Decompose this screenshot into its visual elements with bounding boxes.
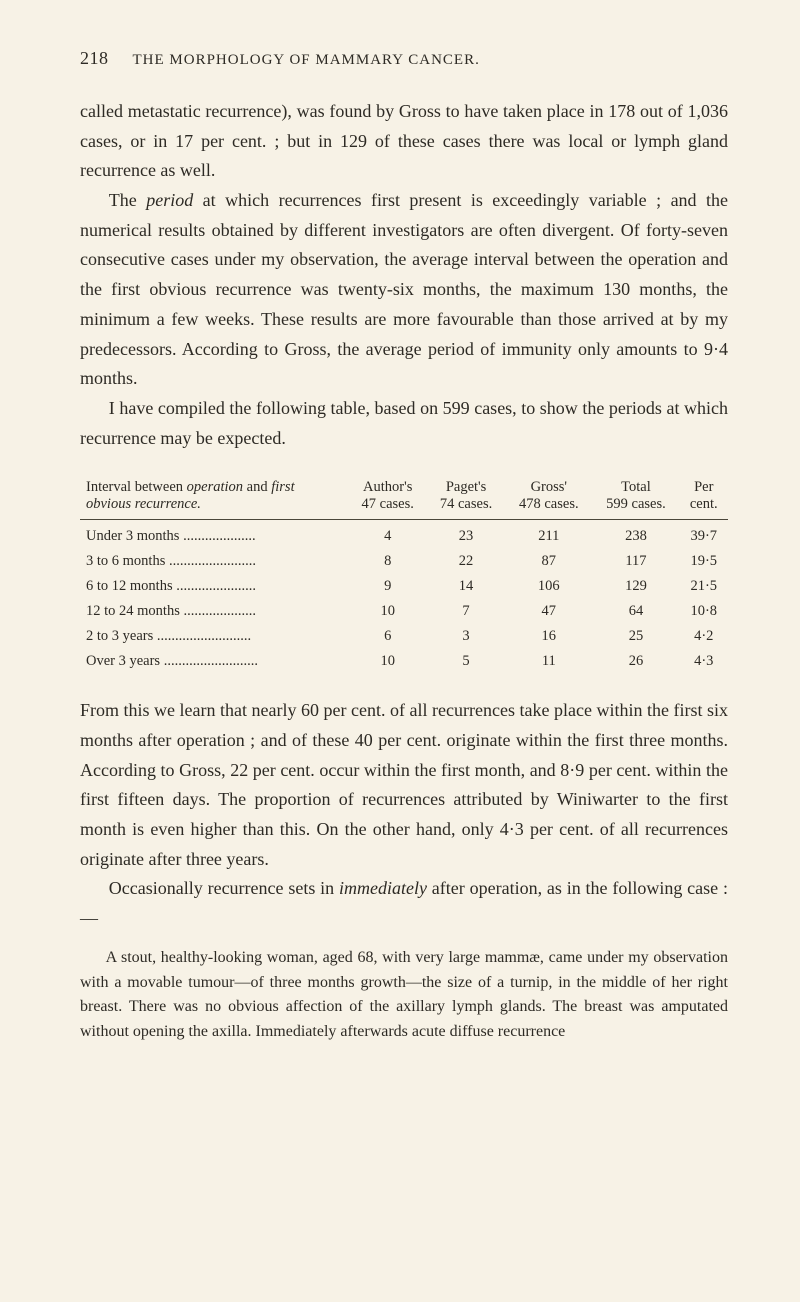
col-header-gross-l2: 478 cases. [519, 496, 579, 512]
table-body: Under 3 months .................... 4 23… [80, 520, 728, 675]
cell: 3 [427, 624, 505, 649]
row-label: 12 to 24 months .................... [80, 599, 349, 624]
leader-dots: .................... [183, 603, 256, 619]
leader-dots: .................... [183, 528, 256, 544]
cell: 64 [592, 599, 679, 624]
paragraph-5-em: immediately [339, 878, 427, 898]
col-header-pagets: Paget's 74 cases. [427, 475, 505, 520]
cell: 4·2 [680, 624, 728, 649]
cell: 10 [349, 649, 427, 674]
table-row: 3 to 6 months ........................ 8… [80, 549, 728, 574]
cell: 11 [505, 649, 592, 674]
table-row: 2 to 3 years .......................... … [80, 624, 728, 649]
col-header-total: Total 599 cases. [592, 475, 679, 520]
leader-dots: .......................... [164, 653, 258, 669]
col-header-pagets-l2: 74 cases. [440, 496, 492, 512]
cell: 106 [505, 574, 592, 599]
cell: 25 [592, 624, 679, 649]
cell: 211 [505, 520, 592, 550]
running-head: 218 THE MORPHOLOGY OF MAMMARY CANCER. [80, 48, 728, 69]
cell: 238 [592, 520, 679, 550]
case-note-text: A stout, healthy-looking woman, aged 68,… [80, 949, 728, 1040]
table-row: 6 to 12 months ...................... 9 … [80, 574, 728, 599]
cell: 22 [427, 549, 505, 574]
table: Interval between operation and first obv… [80, 475, 728, 674]
col-header-percent: Per cent. [680, 475, 728, 520]
cell: 117 [592, 549, 679, 574]
table-row: 12 to 24 months .................... 10 … [80, 599, 728, 624]
paragraph-2: The period at which recurrences first pr… [80, 186, 728, 394]
case-note: A stout, healthy-looking woman, aged 68,… [80, 946, 728, 1045]
leader-dots: ........................ [169, 553, 256, 569]
col-header-authors: Author's 47 cases. [349, 475, 427, 520]
row-label-text: 6 to 12 months [86, 578, 173, 594]
paragraph-2-lead: The [109, 190, 146, 210]
cell: 19·5 [680, 549, 728, 574]
cell: 8 [349, 549, 427, 574]
cell: 87 [505, 549, 592, 574]
cell: 47 [505, 599, 592, 624]
col-header-interval: Interval between operation and first obv… [80, 475, 349, 520]
leader-dots: ...................... [176, 578, 256, 594]
col-header-pagets-l1: Paget's [446, 479, 486, 495]
col-header-interval-em1: operation [187, 479, 243, 495]
col-header-interval-mid: and [243, 479, 271, 495]
table-row: Under 3 months .................... 4 23… [80, 520, 728, 550]
col-header-percent-l2: cent. [690, 496, 718, 512]
cell: 9 [349, 574, 427, 599]
leader-dots: .......................... [157, 628, 251, 644]
page-number: 218 [80, 48, 109, 69]
cell: 39·7 [680, 520, 728, 550]
row-label: 3 to 6 months ........................ [80, 549, 349, 574]
recurrence-table: Interval between operation and first obv… [80, 475, 728, 674]
paragraph-4: From this we learn that nearly 60 per ce… [80, 696, 728, 874]
paragraph-3: I have compiled the following table, bas… [80, 394, 728, 453]
row-label-text: 2 to 3 years [86, 628, 153, 644]
col-header-authors-l2: 47 cases. [362, 496, 414, 512]
cell: 26 [592, 649, 679, 674]
row-label: Over 3 years .......................... [80, 649, 349, 674]
row-label: Under 3 months .................... [80, 520, 349, 550]
cell: 21·5 [680, 574, 728, 599]
cell: 23 [427, 520, 505, 550]
cell: 129 [592, 574, 679, 599]
cell: 7 [427, 599, 505, 624]
col-header-interval-l2: obvious recurrence. [86, 496, 201, 512]
paragraph-4-text: From this we learn that nearly 60 per ce… [80, 700, 728, 868]
paragraph-5: Occasionally recurrence sets in immediat… [80, 874, 728, 933]
col-header-gross-l1: Gross' [531, 479, 567, 495]
col-header-authors-l1: Author's [363, 479, 412, 495]
cell: 5 [427, 649, 505, 674]
page: 218 THE MORPHOLOGY OF MAMMARY CANCER. ca… [0, 0, 800, 1302]
row-label-text: Under 3 months [86, 528, 179, 544]
paragraph-2-em: period [146, 190, 193, 210]
cell: 6 [349, 624, 427, 649]
col-header-interval-em2: first [271, 479, 294, 495]
cell: 10 [349, 599, 427, 624]
table-row: Over 3 years .......................... … [80, 649, 728, 674]
running-title: THE MORPHOLOGY OF MAMMARY CANCER. [133, 52, 480, 69]
table-header-row: Interval between operation and first obv… [80, 475, 728, 520]
row-label-text: Over 3 years [86, 653, 160, 669]
row-label-text: 3 to 6 months [86, 553, 165, 569]
row-label-text: 12 to 24 months [86, 603, 180, 619]
cell: 16 [505, 624, 592, 649]
row-label: 2 to 3 years .......................... [80, 624, 349, 649]
paragraph-1: called metastatic recurrence), was found… [80, 97, 728, 186]
cell: 14 [427, 574, 505, 599]
col-header-percent-l1: Per [694, 479, 713, 495]
col-header-total-l1: Total [621, 479, 651, 495]
paragraph-3-text: I have compiled the following table, bas… [80, 398, 728, 448]
cell: 10·8 [680, 599, 728, 624]
col-header-total-l2: 599 cases. [606, 496, 666, 512]
row-label: 6 to 12 months ...................... [80, 574, 349, 599]
paragraph-2-rest: at which recurrences first present is ex… [80, 190, 728, 388]
paragraph-1-text: called metastatic recurrence), was found… [80, 101, 728, 180]
col-header-gross: Gross' 478 cases. [505, 475, 592, 520]
cell: 4·3 [680, 649, 728, 674]
cell: 4 [349, 520, 427, 550]
paragraph-5-lead: Occasionally recurrence sets in [109, 878, 339, 898]
col-header-interval-l1a: Interval between [86, 479, 187, 495]
